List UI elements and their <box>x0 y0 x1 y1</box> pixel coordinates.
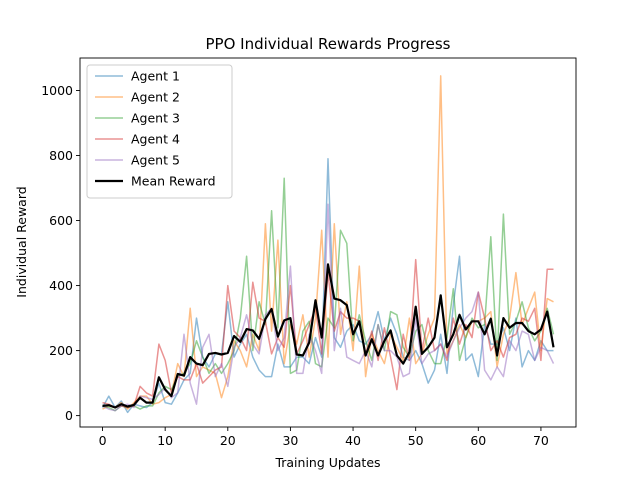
x-tick-label: 10 <box>157 433 173 448</box>
axes: 0 10 20 30 40 50 60 70 0 200 400 600 800 1000 <box>41 57 577 448</box>
x-tick-label: 0 <box>99 433 107 448</box>
x-tick-label: 60 <box>470 433 486 448</box>
legend-label: Agent 4 <box>131 132 180 147</box>
mean-reward-line-1 <box>102 263 555 409</box>
y-tick-label: 800 <box>49 148 73 163</box>
plot-frame <box>79 57 577 428</box>
legend-label: Mean Reward <box>131 174 216 189</box>
chart-title: PPO Individual Rewards Progress <box>206 35 451 53</box>
y-tick-label: 0 <box>65 408 73 423</box>
x-axis-label: Training Updates <box>274 455 380 470</box>
y-tick-label: 1000 <box>41 83 73 98</box>
y-tick-label: 600 <box>49 213 73 228</box>
y-tick-label: 400 <box>49 278 73 293</box>
legend: Agent 1 Agent 2 Agent 3 Agent 4 Agent 5 Mean … <box>86 64 233 199</box>
x-tick-label: 40 <box>345 433 361 448</box>
legend-label: Agent 5 <box>131 153 180 168</box>
x-tick-label: 30 <box>282 433 298 448</box>
x-tick-label: 50 <box>408 433 424 448</box>
x-tick-label: 20 <box>220 433 236 448</box>
legend-box <box>86 64 233 199</box>
legend-label: Agent 1 <box>131 69 180 84</box>
legend-label: Agent 2 <box>131 90 180 105</box>
agent-line-5 <box>102 203 555 412</box>
series-lines <box>101 75 555 414</box>
legend-label: Agent 3 <box>131 111 180 126</box>
x-tick-label: 70 <box>533 433 549 448</box>
y-tick-label: 200 <box>49 343 73 358</box>
y-axis-label: Individual Reward <box>14 186 29 297</box>
